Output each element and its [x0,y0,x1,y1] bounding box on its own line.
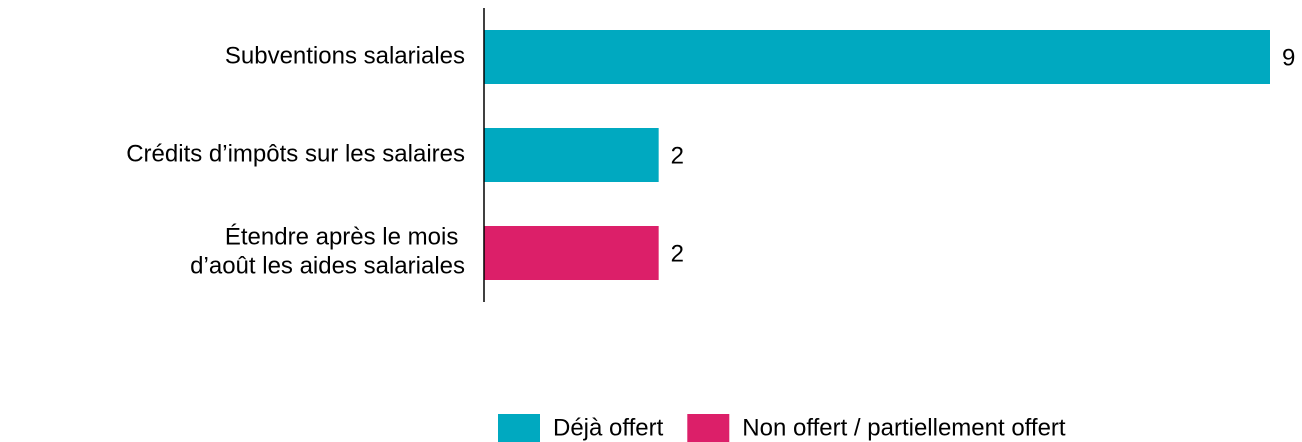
legend-swatch [687,414,730,442]
bar [484,128,659,182]
data-label: 2 [671,240,684,267]
bar [484,30,1270,84]
y-tick-label: Crédits d’impôts sur les salaires [126,140,465,167]
bar [484,226,659,280]
legend-label: Non offert / partiellement offert [742,414,1066,441]
data-label: 9 [1282,44,1295,71]
legend-label: Déjà offert [553,414,664,441]
y-tick-label: Subventions salariales [225,42,465,69]
data-label: 2 [671,142,684,169]
legend-swatch [498,414,540,442]
y-tick-label: Étendre après le mois d’août les aides s… [190,224,465,280]
